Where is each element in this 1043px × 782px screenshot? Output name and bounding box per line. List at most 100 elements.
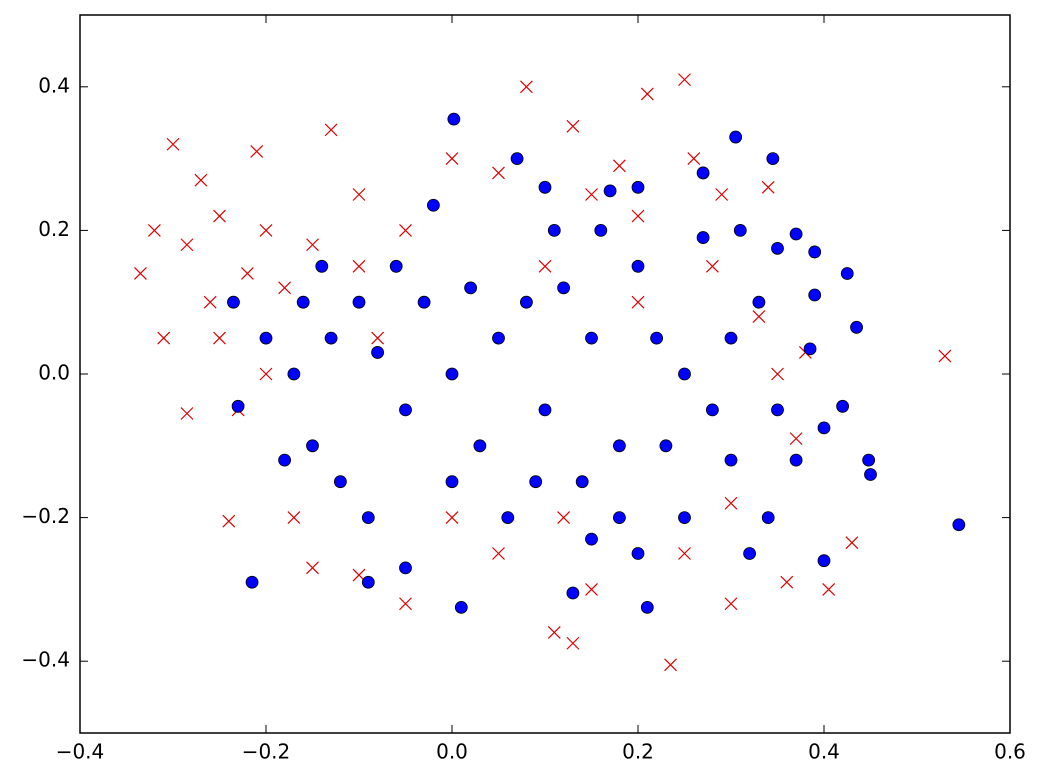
point (952, 518, 966, 532)
point (445, 475, 459, 489)
x-marker (240, 267, 254, 280)
point (566, 586, 580, 600)
x-marker (938, 349, 952, 363)
point (817, 421, 831, 435)
x-marker (180, 407, 194, 420)
point (399, 561, 412, 575)
x-marker (631, 209, 645, 223)
x-marker (213, 331, 226, 345)
x-marker (194, 173, 208, 187)
point (426, 198, 440, 212)
point (840, 267, 854, 280)
x-marker (492, 547, 505, 560)
point (761, 511, 775, 524)
point (538, 403, 552, 417)
point (447, 112, 461, 126)
point (501, 511, 515, 524)
point (371, 346, 385, 359)
x-marker (664, 658, 677, 672)
point (729, 130, 743, 144)
point (464, 281, 478, 295)
point (678, 511, 691, 524)
point (696, 231, 710, 244)
x-marker (306, 561, 319, 575)
point (771, 241, 784, 255)
y-tick-label: −0.4 (21, 648, 70, 672)
point (361, 511, 375, 524)
x-marker (371, 331, 385, 345)
x-marker (352, 259, 366, 273)
x-marker (678, 547, 691, 560)
x-marker (222, 514, 236, 528)
point (227, 295, 240, 309)
x-marker (352, 188, 366, 201)
point (733, 223, 747, 237)
point (864, 468, 877, 481)
point (585, 532, 598, 546)
point (650, 331, 663, 345)
point (417, 295, 431, 309)
point (557, 281, 570, 295)
point (287, 367, 301, 381)
x-marker (631, 295, 645, 309)
y-tick-label: 0.4 (38, 73, 70, 97)
point (808, 245, 822, 259)
point (724, 331, 738, 345)
point (538, 180, 552, 194)
point (231, 399, 245, 413)
point (789, 227, 803, 241)
x-marker (213, 209, 226, 223)
y-tick-label: 0.0 (38, 361, 70, 385)
x-marker (134, 267, 147, 280)
x-marker (278, 281, 292, 295)
point (492, 331, 505, 345)
point (529, 475, 543, 489)
x-tick-label: 0.6 (994, 740, 1026, 764)
point (631, 259, 645, 273)
x-marker (640, 87, 654, 101)
x-marker (780, 575, 794, 589)
point (510, 152, 524, 166)
x-marker (492, 166, 505, 180)
point (724, 453, 738, 467)
x-marker (557, 511, 571, 525)
point (613, 511, 626, 524)
point (603, 184, 617, 198)
x-marker (324, 123, 338, 137)
point (296, 295, 310, 309)
x-marker (157, 331, 171, 345)
point (706, 403, 719, 417)
y-tick-label: −0.2 (21, 504, 70, 528)
point (454, 600, 468, 614)
x-tick-label: 0.2 (622, 740, 654, 764)
point (808, 288, 822, 302)
point (631, 547, 645, 560)
x-marker (771, 367, 784, 381)
x-marker (180, 238, 194, 252)
x-marker (705, 259, 719, 273)
point (594, 223, 608, 237)
x-marker (822, 582, 836, 596)
point (631, 180, 645, 194)
point (306, 439, 319, 453)
x-marker (724, 496, 738, 510)
x-marker (752, 310, 766, 323)
x-marker (585, 188, 598, 201)
point (789, 453, 803, 467)
x-marker (399, 597, 412, 611)
x-marker (566, 119, 580, 133)
x-marker (259, 223, 273, 237)
x-marker (445, 511, 459, 525)
x-tick-label: −0.4 (56, 740, 105, 764)
point (766, 152, 780, 166)
x-marker (306, 238, 319, 252)
x-marker (789, 432, 803, 446)
x-marker (203, 295, 217, 309)
y-tick-label: 0.2 (38, 217, 70, 241)
x-marker (287, 511, 301, 525)
point (613, 439, 626, 453)
point (278, 453, 292, 467)
point (575, 475, 589, 489)
point (862, 453, 876, 467)
